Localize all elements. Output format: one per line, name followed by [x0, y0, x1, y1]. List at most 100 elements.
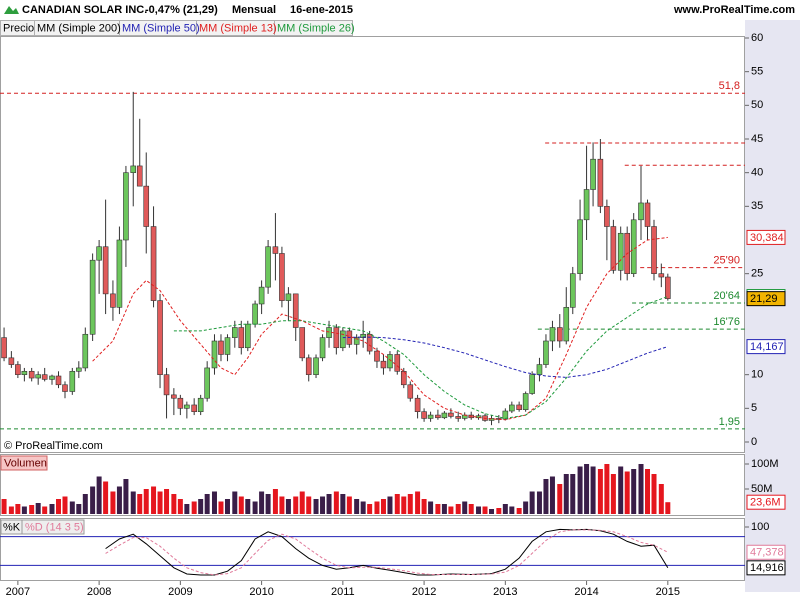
y-tick-label: 35	[751, 200, 763, 212]
candle-body	[285, 293, 292, 301]
x-tick-label: 2014	[574, 586, 598, 598]
volume-bar	[354, 499, 360, 514]
volume-bar	[184, 504, 190, 514]
legend-price: Precio	[3, 22, 34, 34]
candle-body	[414, 397, 421, 413]
candle-body	[313, 357, 319, 375]
stochastic-panel	[0, 518, 745, 581]
last-value-box	[746, 291, 786, 307]
candle-body	[305, 357, 312, 375]
volume-bar	[245, 499, 251, 514]
candle-body	[326, 327, 332, 338]
candle-body	[157, 300, 163, 375]
volume-bar	[618, 466, 624, 514]
x-tick-label: 2011	[331, 586, 355, 598]
volume-bar	[340, 494, 346, 514]
legend-box	[274, 20, 353, 36]
candle-body	[583, 189, 590, 221]
y-tick-label: 100	[751, 521, 769, 533]
candle-body	[529, 374, 535, 394]
volume-bar	[489, 509, 495, 514]
volume-bar	[549, 476, 555, 514]
x-tick-label: 2013	[493, 586, 517, 598]
candle-body	[427, 414, 434, 419]
candle-body	[184, 404, 190, 409]
candle-body	[177, 397, 184, 409]
volume-bar	[171, 494, 177, 514]
volume-bar	[536, 491, 542, 514]
candle-body	[244, 323, 251, 349]
volume-bar	[29, 505, 35, 514]
candle-body	[394, 354, 401, 372]
x-tick-label: 2010	[249, 586, 273, 598]
candle-body	[224, 337, 231, 355]
last-value-box	[746, 339, 786, 355]
y-tick-label: 40	[751, 167, 763, 179]
candle-body	[197, 397, 204, 413]
candle-body	[360, 333, 366, 338]
last-value-label: 21,29	[750, 293, 778, 305]
volume-bar	[401, 496, 407, 514]
volume-bar	[96, 476, 102, 514]
volume-bar	[143, 489, 149, 514]
volume-bar	[313, 499, 319, 514]
volume-bar	[448, 506, 454, 514]
price-panel	[0, 36, 745, 453]
volume-bar	[103, 481, 109, 514]
d-legend: %D (14 3 5)	[25, 521, 84, 533]
volume-bar	[198, 499, 204, 514]
y-tick-label: 55	[751, 66, 763, 78]
y-tick-label: 5	[751, 402, 757, 414]
copyright: © ProRealTime.com	[4, 440, 103, 452]
candle-body	[204, 367, 210, 399]
candle-body	[556, 327, 563, 342]
candle-body	[319, 337, 326, 359]
volume-bar	[421, 499, 427, 514]
volume-bar	[502, 504, 508, 514]
candle-body	[407, 384, 414, 399]
candle-body	[597, 158, 604, 207]
volume-bar	[211, 491, 217, 514]
candle-body	[421, 411, 427, 419]
volume-bar	[394, 494, 400, 514]
candle-body	[353, 337, 360, 345]
volume-bar	[285, 499, 291, 514]
y-tick-label: 10	[751, 369, 763, 381]
candle-body	[400, 370, 407, 386]
legend-entry: MM (Simple 13)	[199, 22, 277, 34]
volume-bar	[631, 469, 637, 514]
candle-body	[536, 364, 543, 375]
candle-body	[374, 350, 380, 362]
d-label-box	[21, 519, 85, 535]
level-label: 20'64	[713, 290, 740, 302]
y-tick-label: 25	[751, 268, 763, 280]
candle-body	[116, 239, 123, 308]
price-change: -0,47% (21,29)	[145, 4, 218, 16]
candle-body	[136, 165, 143, 187]
candle-body	[563, 307, 570, 342]
candle-body	[577, 219, 583, 274]
volume-bar	[8, 506, 14, 514]
volume-bar	[610, 474, 616, 514]
volume-bar	[279, 496, 285, 514]
candle-body	[102, 246, 109, 295]
last-value-label: 14,916	[750, 562, 784, 574]
volume-bar	[69, 501, 75, 514]
candle-body	[211, 340, 218, 369]
level-label: 25'90	[713, 255, 740, 267]
candle-body	[171, 394, 177, 399]
candle-body	[644, 202, 651, 227]
candle-body	[340, 330, 346, 349]
candle-body	[279, 253, 285, 301]
candle-body	[569, 273, 576, 308]
series-line	[105, 528, 669, 576]
volume-bar	[557, 484, 563, 514]
volume-bar	[62, 496, 68, 514]
volume-bar	[590, 466, 596, 514]
x-tick-label: 2012	[412, 586, 436, 598]
volume-bar	[367, 504, 373, 514]
volume-bar	[116, 486, 122, 514]
candle-body	[96, 246, 102, 261]
level-label: 16'76	[713, 316, 740, 328]
